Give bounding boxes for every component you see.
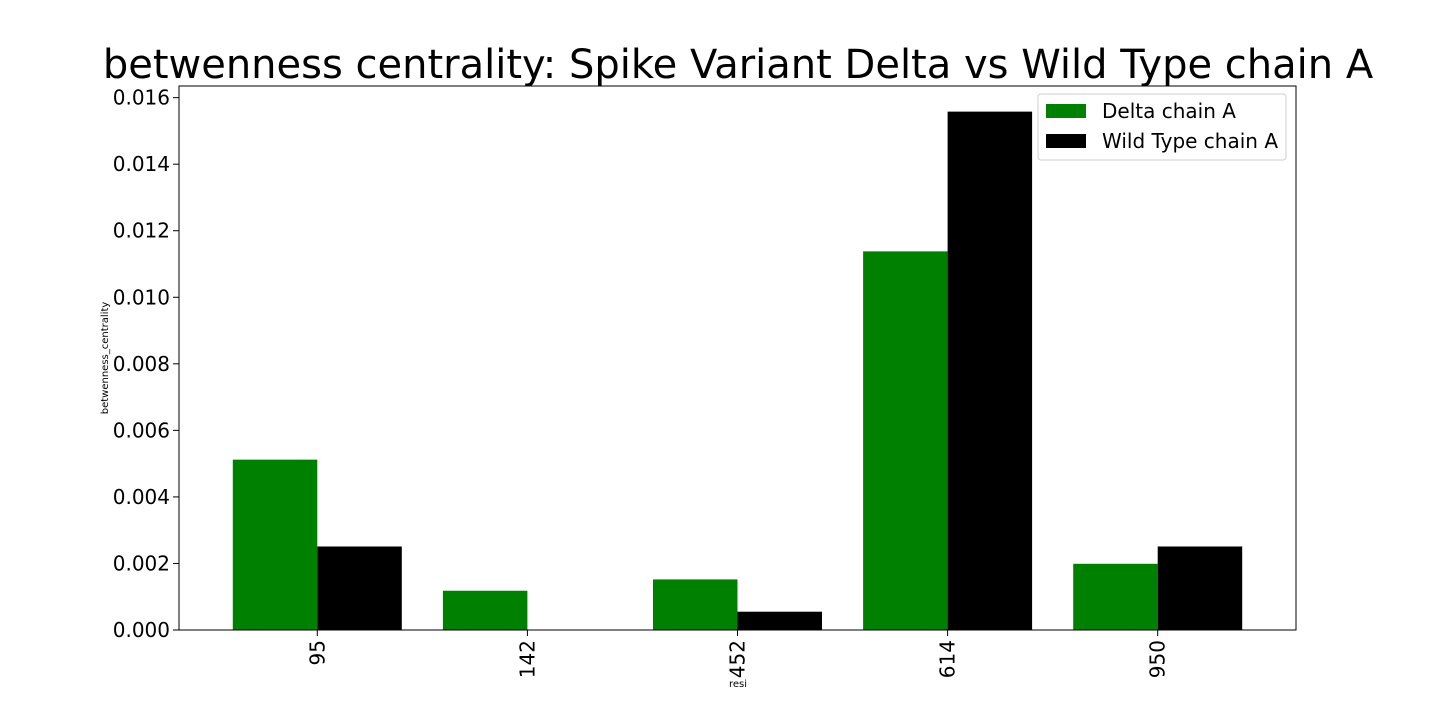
y-tick-label: 0.014 (113, 152, 170, 176)
y-tick-label: 0.016 (113, 86, 170, 110)
x-axis-label: resi (729, 679, 747, 690)
y-tick-label: 0.008 (113, 352, 170, 376)
bar-wild-type-950 (1157, 546, 1243, 630)
bars-group (232, 111, 1243, 631)
y-tick-label: 0.002 (113, 551, 170, 575)
y-tick-label: 0.004 (113, 485, 170, 509)
legend-box (1037, 93, 1287, 161)
legend-label-wild-type: Wild Type chain A (1102, 129, 1278, 153)
bar-delta-614 (863, 251, 948, 631)
legend-swatch-wild-type (1046, 134, 1086, 148)
legend-label-delta: Delta chain A (1102, 99, 1236, 123)
bar-wild-type-614 (947, 111, 1033, 631)
x-tick-label: 95 (305, 640, 329, 665)
chart-title: betwenness centrality: Spike Variant Del… (103, 42, 1374, 88)
bar-delta-452 (653, 579, 738, 630)
legend: Delta chain A Wild Type chain A (1037, 93, 1287, 161)
plot-frame (178, 85, 1297, 631)
bar-wild-type-95 (317, 546, 402, 630)
y-tick-label: 0.010 (113, 285, 170, 309)
x-tick-label: 452 (726, 640, 750, 678)
y-tick-label: 0.000 (113, 618, 170, 642)
x-tick-label: 142 (515, 640, 539, 678)
bar-delta-95 (232, 459, 318, 630)
y-tick-label: 0.006 (113, 418, 170, 442)
x-tick-label: 950 (1146, 640, 1170, 678)
y-axis: 0.000 0.002 0.004 0.006 0.008 0.010 0.012 0.014… (113, 86, 179, 642)
y-axis-label: betwenness_centrality (100, 302, 111, 415)
bar-wild-type-452 (737, 611, 822, 630)
x-axis: 95 142 452 614 950 (305, 630, 1170, 678)
bar-delta-142 (442, 590, 528, 630)
bar-delta-950 (1073, 563, 1158, 630)
legend-swatch-delta (1046, 104, 1086, 118)
x-tick-label: 614 (936, 640, 960, 678)
y-tick-label: 0.012 (113, 219, 170, 243)
